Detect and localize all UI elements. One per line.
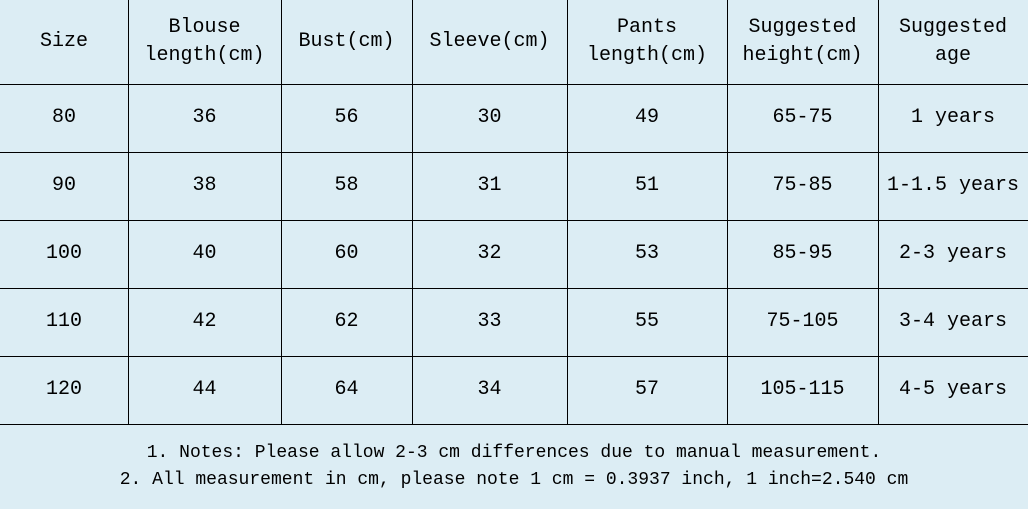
table-cell: 3-4 years [898,310,1008,333]
table-cell: 1-1.5 years [886,174,1020,197]
row-border [0,288,1028,289]
note: 2. All measurement in cm, please note 1 … [119,470,909,490]
table-cell: 100 [45,242,82,265]
table-cell: 38 [192,174,217,197]
table-cell: 42 [192,310,217,333]
table-cell: 85-95 [772,242,833,265]
table-cell: 105-115 [760,378,845,401]
column-border [412,0,413,425]
table-cell: 40 [192,242,217,265]
table-cell: 34 [477,378,502,401]
table-cell: 75-85 [772,174,833,197]
table-cell: 90 [51,174,76,197]
table-cell: 75-105 [766,310,839,333]
table-cell: 36 [192,106,217,129]
table-cell: 44 [192,378,217,401]
column-border [727,0,728,425]
table-cell: 55 [634,310,659,333]
row-border [0,220,1028,221]
row-border [0,84,1028,85]
table-cell: 4-5 years [898,378,1008,401]
table-cell: 30 [477,106,502,129]
table-cell: 51 [634,174,659,197]
table-cell: 33 [477,310,502,333]
table-cell: 80 [51,106,76,129]
header-cell: Suggested age [898,16,1008,67]
table-cell: 62 [334,310,359,333]
table-cell: 2-3 years [898,242,1008,265]
table-cell: 58 [334,174,359,197]
header-cell: Suggested height(cm) [742,16,863,67]
header-cell: Blouse length(cm) [144,16,265,67]
table-cell: 60 [334,242,359,265]
column-border [567,0,568,425]
header-cell: Bust(cm) [298,30,395,53]
column-border [878,0,879,425]
row-border [0,424,1028,425]
table-cell: 56 [334,106,359,129]
table-cell: 57 [634,378,659,401]
table-cell: 31 [477,174,502,197]
table-cell: 49 [634,106,659,129]
table-cell: 120 [45,378,82,401]
row-border [0,356,1028,357]
header-cell: Sleeve(cm) [429,30,550,53]
table-cell: 65-75 [772,106,833,129]
column-border [128,0,129,425]
header-cell: Size [39,30,88,53]
notes: 1. Notes: Please allow 2-3 cm difference… [0,425,1028,509]
table-cell: 64 [334,378,359,401]
table-cell: 32 [477,242,502,265]
column-border [281,0,282,425]
row-border [0,152,1028,153]
note: 1. Notes: Please allow 2-3 cm difference… [146,443,882,463]
table-cell: 53 [634,242,659,265]
table-cell: 110 [45,310,82,333]
table-cell: 1 years [910,106,995,129]
header-cell: Pants length(cm) [586,16,708,67]
